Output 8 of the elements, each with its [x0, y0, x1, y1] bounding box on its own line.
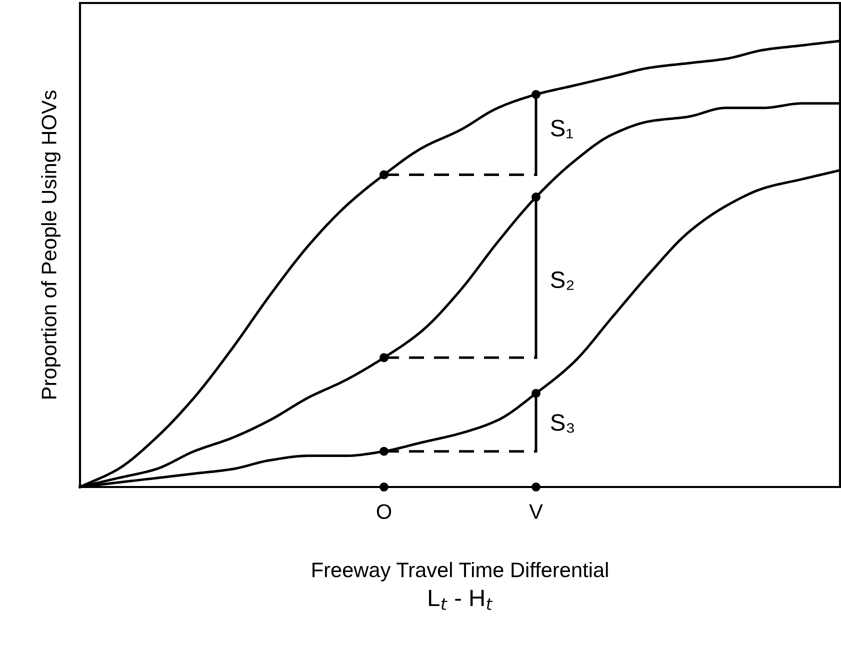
x-tick-label: V [529, 504, 543, 519]
text: L$_{t}$ - H$_{t}$ [429, 590, 493, 610]
annotation: S₁ [550, 120, 573, 138]
annotation: S₃ [550, 414, 574, 433]
x-tick-label: O [376, 504, 392, 519]
y-axis-title: Proportion of People Using HOVs [41, 90, 61, 398]
x-axis-title: Freeway Travel Time Differential [312, 562, 608, 582]
annotation: S₂ [550, 271, 574, 290]
